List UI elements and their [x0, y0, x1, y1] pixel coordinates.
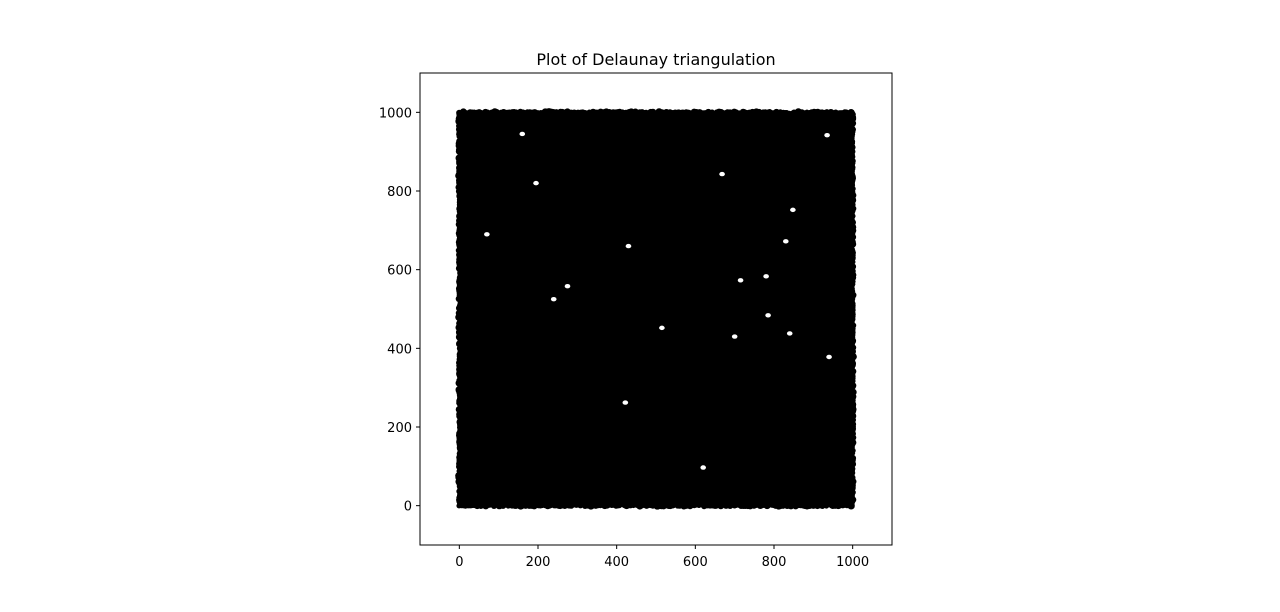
- y-axis: 0 200 400 600 800 1000: [379, 106, 420, 515]
- triangulation-gap: [700, 465, 706, 470]
- triangulation-gap: [550, 296, 557, 302]
- point-layer: [455, 108, 857, 510]
- triangulation-gap: [564, 283, 571, 289]
- data-point: [606, 503, 611, 508]
- triangulation-gap: [519, 131, 526, 137]
- triangulation-gap: [533, 180, 539, 186]
- triangulation-gap: [625, 243, 632, 249]
- triangulation-gap: [824, 132, 830, 138]
- data-point: [849, 501, 855, 507]
- x-tick-label: 800: [762, 555, 787, 570]
- triangulation-fill: [459, 112, 853, 506]
- y-tick-label: 200: [387, 421, 412, 436]
- triangulation-gap: [786, 331, 793, 336]
- x-tick-label: 200: [526, 555, 551, 570]
- triangulation-gap: [484, 232, 490, 237]
- plot-area: [455, 108, 857, 510]
- x-axis: 0 200 400 600 800 1000: [455, 545, 869, 570]
- x-tick-label: 600: [683, 555, 708, 570]
- y-tick-label: 1000: [379, 106, 412, 121]
- triangulation-gap: [826, 354, 832, 360]
- triangulation-layer: [459, 112, 853, 506]
- x-tick-label: 400: [604, 555, 629, 570]
- triangulation-gap: [763, 274, 769, 279]
- y-tick-label: 800: [387, 185, 412, 200]
- triangulation-gap: [659, 325, 665, 331]
- triangulation-gap: [783, 239, 789, 244]
- data-point: [457, 500, 463, 507]
- x-tick-label: 0: [455, 555, 463, 570]
- gap-layer: [484, 131, 832, 470]
- triangulation-gap: [737, 278, 744, 283]
- y-tick-label: 0: [404, 500, 412, 515]
- y-tick-label: 600: [387, 264, 412, 279]
- triangulation-gap: [731, 334, 738, 339]
- chart-title: Plot of Delaunay triangulation: [536, 50, 775, 69]
- triangulation-gap: [790, 207, 796, 213]
- axes-frame: [419, 72, 893, 546]
- y-tick-label: 400: [387, 342, 412, 357]
- triangulation-gap: [765, 313, 771, 318]
- triangulation-gap: [719, 171, 725, 177]
- x-tick-label: 1000: [836, 555, 869, 570]
- triangulation-gap: [622, 400, 629, 405]
